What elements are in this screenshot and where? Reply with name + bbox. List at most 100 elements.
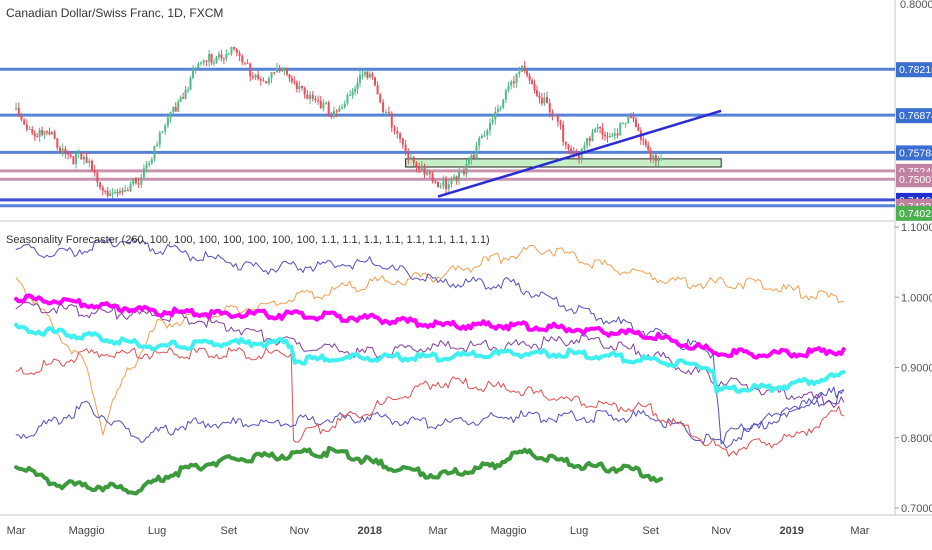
candle-body — [150, 159, 153, 164]
candle-body — [222, 58, 225, 60]
candle-body — [652, 155, 655, 159]
candle-body — [235, 49, 238, 54]
candle-body — [36, 136, 39, 138]
candle-body — [249, 63, 252, 77]
candle-body — [637, 126, 640, 131]
candle-body — [578, 155, 581, 159]
candle-body — [624, 122, 627, 124]
candle-body — [317, 100, 320, 102]
candle-body — [59, 147, 62, 152]
price-label-text: 0.75007 — [899, 174, 932, 186]
price-label-tag — [896, 62, 932, 78]
candle-body — [15, 107, 18, 110]
candle-body — [594, 129, 597, 133]
candle-body — [293, 81, 296, 83]
candle-body — [156, 144, 159, 147]
candle-body — [25, 124, 28, 130]
candle-body — [338, 108, 341, 112]
candle-body — [309, 94, 312, 99]
price-label-text: 0.76874 — [899, 110, 932, 122]
candle-body — [363, 71, 366, 75]
candle-body — [109, 193, 112, 196]
candle-body — [75, 153, 78, 164]
candle-body — [654, 155, 657, 162]
candle-body — [174, 106, 177, 112]
candle-body — [241, 55, 244, 63]
candle-body — [158, 132, 161, 145]
seasonality-axis-tick: 0.9000 — [901, 363, 932, 375]
candle-body — [187, 89, 190, 91]
candle-body — [197, 64, 200, 68]
candle-body — [361, 74, 364, 76]
candle-body — [200, 62, 203, 65]
candle-body — [177, 101, 180, 112]
candle-body — [507, 85, 510, 91]
candle-body — [480, 135, 483, 139]
candle-body — [562, 124, 565, 142]
candle-body — [77, 152, 80, 154]
candle-body — [31, 129, 34, 134]
candle-body — [220, 54, 223, 59]
candle-body — [270, 72, 273, 79]
candle-body — [124, 190, 127, 192]
candle-body — [450, 179, 453, 185]
candle-body — [145, 164, 148, 169]
candle-body — [273, 72, 276, 74]
candle-body — [611, 135, 614, 137]
seasonality-line — [15, 244, 845, 436]
candle-body — [161, 131, 164, 133]
candle-body — [281, 70, 284, 72]
price-label-tag — [896, 172, 932, 188]
candle-body — [567, 144, 570, 149]
candle-body — [142, 168, 145, 178]
candle-body — [546, 97, 549, 104]
candle-body — [104, 190, 107, 192]
candle-body — [604, 134, 607, 137]
candle-body — [523, 66, 526, 71]
candle-body — [80, 152, 83, 160]
candle-body — [548, 103, 551, 113]
seasonality-line — [14, 322, 846, 395]
candle-body — [531, 80, 534, 85]
candle-body — [526, 70, 529, 76]
candle-body — [38, 130, 41, 137]
candle-body — [551, 112, 554, 116]
candle-body — [439, 186, 442, 188]
candle-body — [520, 66, 523, 72]
candle-body — [404, 144, 407, 152]
candle-body — [179, 97, 182, 102]
candle-body — [458, 171, 461, 181]
candle-body — [434, 181, 437, 183]
candle-body — [330, 115, 333, 117]
candle-body — [390, 113, 393, 128]
candle-body — [533, 84, 536, 91]
candle-body — [191, 69, 194, 78]
candle-body — [412, 157, 415, 163]
candle-body — [205, 60, 208, 62]
candle-body — [371, 73, 374, 78]
candle-body — [189, 77, 192, 90]
candle-body — [515, 74, 518, 84]
candle-body — [632, 117, 635, 120]
candle-body — [137, 183, 140, 185]
price-pane: Canadian Dollar/Swiss Franc, 1D, FXCM 0.8… — [0, 0, 932, 221]
candle-body — [148, 163, 151, 165]
time-axis-tick: Mar — [850, 525, 869, 537]
candle-body — [472, 154, 475, 159]
candle-body — [535, 90, 538, 96]
candle-body — [630, 116, 633, 118]
seasonality-axis-tick: 1.0000 — [901, 292, 932, 304]
price-label-text: 0.78215 — [899, 64, 932, 76]
candle-body — [486, 130, 489, 136]
candle-body — [69, 154, 72, 157]
candle-body — [194, 67, 197, 70]
candle-body — [649, 150, 652, 159]
candle-body — [423, 165, 426, 175]
candle-body — [238, 53, 241, 56]
candle-body — [415, 162, 418, 167]
price-label-tag — [896, 108, 932, 124]
candle-body — [210, 53, 213, 64]
candle-body — [358, 74, 361, 83]
candle-body — [376, 85, 379, 95]
candle-body — [613, 133, 616, 136]
